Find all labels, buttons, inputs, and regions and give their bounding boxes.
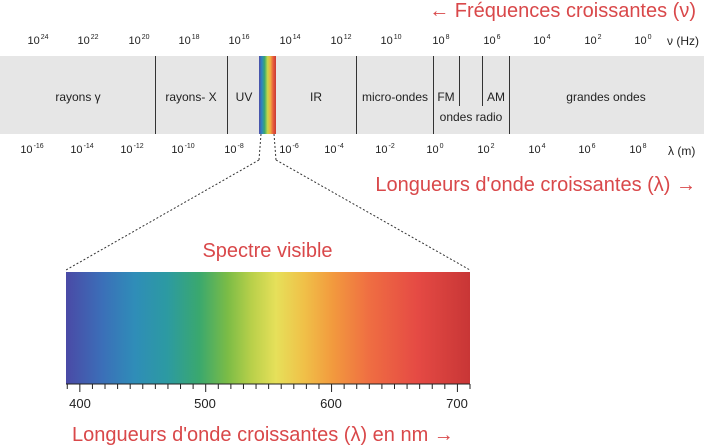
- wavelength-tick: 10-8: [224, 143, 244, 156]
- frequency-tick: 1020: [128, 34, 150, 47]
- frequency-tick: 1012: [330, 34, 352, 47]
- visible-spectrum-title: Spectre visible: [202, 240, 333, 262]
- wavelength-axis-title: Longueurs d'onde croissantes (λ) →: [375, 174, 696, 196]
- region-am: AM: [487, 90, 505, 104]
- frequency-tick: 100: [634, 34, 652, 47]
- frequency-tick: 1018: [178, 34, 200, 47]
- wavelength-tick: 10-14: [70, 143, 94, 156]
- region-divider: [356, 56, 357, 134]
- region-gamma-rays: rayons γ: [55, 90, 101, 104]
- visible-axis-title: Longueurs d'onde croissantes (λ) en nm →: [72, 424, 454, 446]
- wavelength-tick: 106: [578, 143, 596, 156]
- frequency-tick: 108: [432, 34, 450, 47]
- wavelength-tick: 104: [528, 143, 546, 156]
- region-x-rays: rayons- X: [165, 90, 217, 104]
- visible-tick-label: 600: [320, 396, 342, 411]
- frequency-tick: 1016: [228, 34, 250, 47]
- frequency-tick: 1024: [27, 34, 49, 47]
- wavelength-tick: 100: [426, 143, 444, 156]
- visible-tick-label: 500: [194, 396, 216, 411]
- frequency-tick: 106: [483, 34, 501, 47]
- region-divider: [482, 56, 483, 106]
- frequency-unit: ν (Hz): [667, 34, 699, 48]
- region-divider: [155, 56, 156, 134]
- region-divider: [459, 56, 460, 106]
- wavelength-tick: 10-10: [171, 143, 195, 156]
- wavelength-tick: 10-12: [120, 143, 144, 156]
- wavelength-tick: 10-2: [375, 143, 395, 156]
- wavelength-unit: λ (m): [668, 144, 696, 158]
- region-divider: [227, 56, 228, 134]
- wavelength-tick: 10-6: [279, 143, 299, 156]
- frequency-tick: 104: [533, 34, 551, 47]
- region-divider: [509, 56, 510, 134]
- electromagnetic-spectrum-band: [0, 56, 704, 134]
- frequency-tick: 1010: [380, 34, 402, 47]
- wavelength-tick: 108: [629, 143, 647, 156]
- visible-tick-label: 400: [69, 396, 91, 411]
- region-microwaves: micro-ondes: [361, 90, 429, 104]
- visible-tick-label: 700: [446, 396, 468, 411]
- wavelength-tick: 10-4: [324, 143, 344, 156]
- wavelength-tick: 10-16: [20, 143, 44, 156]
- region-fm: FM: [437, 90, 455, 104]
- region-radio-waves: ondes radio: [439, 110, 503, 124]
- frequency-tick: 102: [584, 34, 602, 47]
- region-divider: [433, 56, 434, 134]
- region-ir: IR: [310, 90, 322, 104]
- region-long-waves: grandes ondes: [566, 90, 646, 104]
- region-uv: UV: [235, 90, 253, 104]
- visible-spectrum-gradient: [66, 272, 470, 384]
- frequency-axis-title: ← Fréquences croissantes (ν): [429, 0, 696, 22]
- wavelength-tick: 102: [477, 143, 495, 156]
- visible-light-strip: [259, 56, 276, 134]
- frequency-tick: 1014: [279, 34, 301, 47]
- frequency-tick: 1022: [77, 34, 99, 47]
